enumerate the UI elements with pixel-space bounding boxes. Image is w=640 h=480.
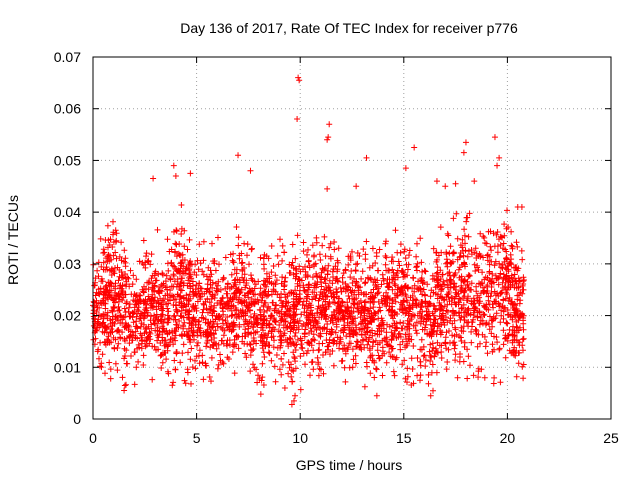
outlier-point bbox=[402, 165, 409, 172]
outlier-point bbox=[460, 149, 467, 156]
outlier-point bbox=[411, 144, 418, 151]
outlier-point bbox=[442, 183, 449, 190]
outlier-point bbox=[247, 167, 254, 174]
outlier-point bbox=[373, 392, 380, 399]
outlier-point bbox=[363, 154, 370, 161]
grid-lines bbox=[93, 57, 611, 419]
x-tick-label: 15 bbox=[396, 430, 412, 446]
outlier-point bbox=[427, 392, 434, 399]
axis-ticks: 0 5 10 15 20 25 0 0.01 0.02 0.03 0.04 0.05 0.06 0.07 bbox=[54, 49, 619, 446]
x-axis-label: GPS time / hours bbox=[296, 457, 403, 473]
plot-frame bbox=[92, 56, 612, 420]
outlier-point bbox=[462, 139, 469, 146]
y-tick-label: 0.04 bbox=[54, 204, 81, 220]
outlier-point bbox=[433, 178, 440, 185]
y-tick-label: 0 bbox=[73, 411, 81, 427]
outlier-point bbox=[121, 387, 128, 394]
outlier-point bbox=[292, 392, 299, 399]
outlier-point bbox=[353, 183, 360, 190]
outlier-point bbox=[187, 170, 194, 177]
x-tick-label: 25 bbox=[603, 430, 619, 446]
outlier-point bbox=[150, 175, 157, 182]
y-axis-label: ROTI / TECUs bbox=[5, 195, 21, 285]
outlier-point bbox=[172, 172, 179, 179]
y-tick-label: 0.03 bbox=[54, 256, 81, 272]
outlier-point bbox=[324, 136, 331, 143]
outlier-point bbox=[471, 178, 478, 185]
x-tick-label: 20 bbox=[500, 430, 516, 446]
outlier-point bbox=[235, 152, 242, 159]
outlier-point bbox=[491, 134, 498, 141]
outlier-point bbox=[518, 203, 525, 210]
x-tick-label: 5 bbox=[193, 430, 201, 446]
y-tick-label: 0.06 bbox=[54, 101, 81, 117]
y-tick-label: 0.02 bbox=[54, 308, 81, 324]
outlier-point bbox=[496, 154, 503, 161]
chart-title: Day 136 of 2017, Rate Of TEC Index for r… bbox=[180, 20, 518, 36]
outlier-point bbox=[295, 74, 302, 81]
scatter-points bbox=[90, 74, 527, 408]
x-tick-label: 10 bbox=[292, 430, 308, 446]
outlier-point bbox=[288, 401, 295, 408]
outlier-point bbox=[257, 391, 264, 398]
outlier-point bbox=[326, 121, 333, 128]
y-tick-label: 0.01 bbox=[54, 359, 81, 375]
data-point-cloud bbox=[90, 202, 527, 394]
outlier-point bbox=[452, 180, 459, 187]
outlier-point bbox=[294, 116, 301, 123]
outlier-point bbox=[324, 185, 331, 192]
outlier-point bbox=[290, 397, 297, 404]
outlier-point bbox=[494, 162, 501, 169]
outlier-point bbox=[325, 134, 332, 141]
x-tick-label: 0 bbox=[89, 430, 97, 446]
y-tick-label: 0.07 bbox=[54, 49, 81, 65]
outlier-point bbox=[296, 77, 303, 84]
y-tick-label: 0.05 bbox=[54, 152, 81, 168]
outlier-point bbox=[170, 162, 177, 169]
